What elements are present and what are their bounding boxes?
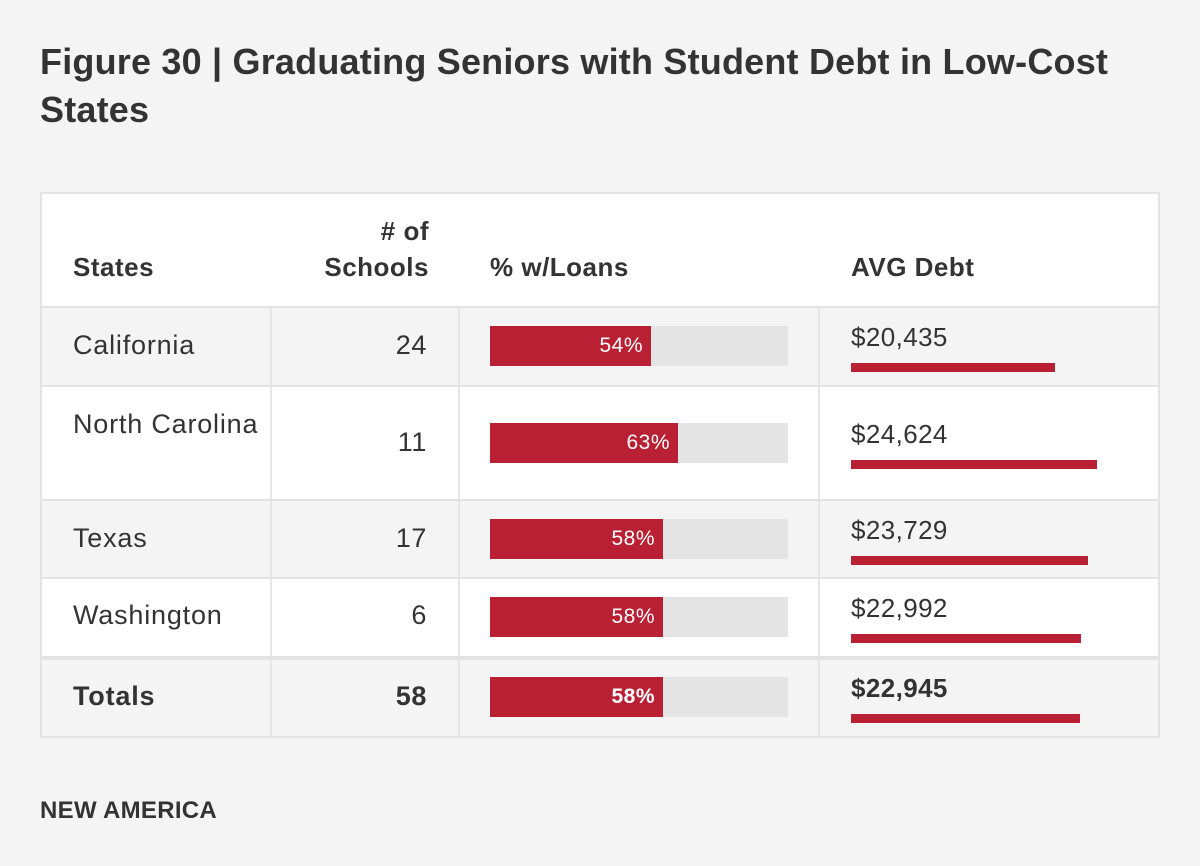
loans-bar-track: 58% [490,519,788,559]
table-row-california: California 24 54% $20,435 [42,308,1158,387]
loans-bar-track: 54% [490,326,788,366]
loans-bar-label: 58% [611,605,655,628]
schools-cell: 24 [272,308,460,385]
schools-cell: 11 [272,387,460,499]
loans-bar-track: 58% [490,597,788,637]
header-states-label: States [73,252,155,282]
debt-value: $24,624 [851,419,948,449]
debt-table: States # of Schools % w/Loans AVG Debt C… [40,192,1160,738]
debt-bar [851,556,1088,565]
schools-count: 17 [395,523,427,553]
header-loans-label: % w/Loans [490,252,629,282]
state-name: California [73,330,196,360]
schools-cell: 58 [272,660,460,736]
schools-cell: 17 [272,501,460,577]
loans-bar-track: 58% [490,677,788,717]
debt-value: $22,992 [851,593,948,623]
loans-bar-fill: 54% [490,326,651,366]
brand-wordmark: NEW AMERICA [40,797,218,824]
debt-bar [851,714,1080,723]
loans-cell: 58% [460,501,820,577]
state-cell: North Carolina [42,387,272,499]
table-header-row: States # of Schools % w/Loans AVG Debt [42,194,1158,308]
header-schools-cell: # of Schools [272,194,460,306]
debt-value: $23,729 [851,515,948,545]
schools-count: 24 [395,330,427,360]
table-row-texas: Texas 17 58% $23,729 [42,501,1158,579]
table-row-totals: Totals 58 58% $22,945 [42,656,1158,736]
debt-cell: $22,945 [820,660,1158,736]
debt-value: $20,435 [851,322,948,352]
state-name: Washington [73,600,223,630]
loans-cell: 63% [460,387,820,499]
header-schools-label-line1: # of [380,216,429,246]
header-debt-cell: AVG Debt [820,194,1158,306]
loans-bar-label: 58% [611,527,655,550]
loans-cell: 54% [460,308,820,385]
loans-bar-label: 58% [611,685,655,708]
state-cell: Totals [42,660,272,736]
state-name: North Carolina [73,409,259,439]
state-cell: Texas [42,501,272,577]
debt-bar [851,363,1055,372]
loans-bar-track: 63% [490,423,788,463]
figure-title: Figure 30 | Graduating Seniors with Stud… [40,41,1109,130]
loans-cell: 58% [460,579,820,656]
table-row-north-carolina: North Carolina 11 63% $24,624 [42,387,1158,501]
header-states-cell: States [42,194,272,306]
schools-cell: 6 [272,579,460,656]
loans-bar-fill: 58% [490,519,663,559]
schools-count: 6 [411,600,427,630]
state-name: Texas [73,523,148,553]
state-cell: California [42,308,272,385]
loans-bar-label: 54% [599,334,643,357]
debt-bar [851,460,1097,469]
header-schools-label-line2: Schools [324,252,429,282]
totals-label: Totals [73,681,156,711]
state-cell: Washington [42,579,272,656]
loans-cell: 58% [460,660,820,736]
debt-cell: $22,992 [820,579,1158,656]
debt-cell: $23,729 [820,501,1158,577]
schools-count: 11 [397,427,427,457]
loans-bar-label: 63% [626,431,670,454]
debt-value-total: $22,945 [851,673,948,703]
schools-count-total: 58 [395,681,427,711]
debt-cell: $20,435 [820,308,1158,385]
loans-bar-fill: 63% [490,423,678,463]
header-debt-label: AVG Debt [851,252,975,282]
loans-bar-fill: 58% [490,597,663,637]
table-row-washington: Washington 6 58% $22,992 [42,579,1158,656]
loans-bar-fill: 58% [490,677,663,717]
header-loans-cell: % w/Loans [460,194,820,306]
debt-bar [851,634,1081,643]
debt-cell: $24,624 [820,387,1158,499]
